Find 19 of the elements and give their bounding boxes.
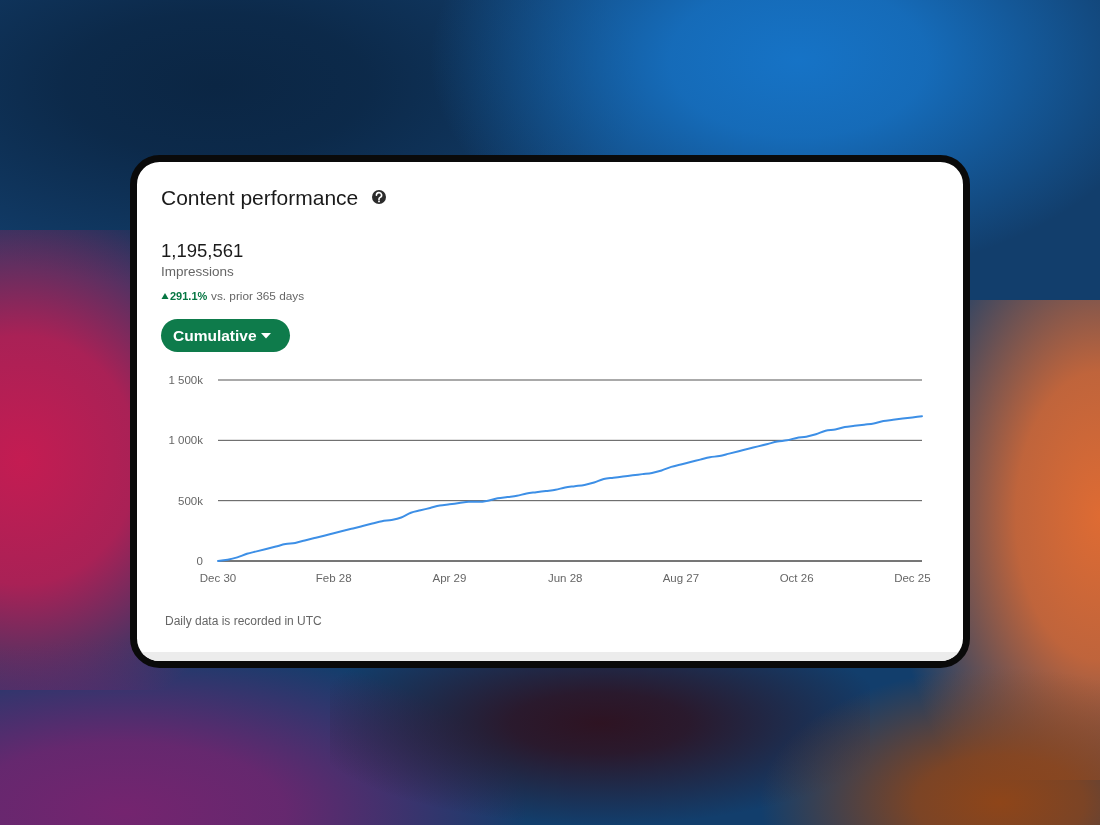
x-tick-label: Oct 26 [779, 572, 814, 584]
x-tick-label: Feb 28 [315, 572, 352, 584]
text: 291.1% [170, 290, 208, 302]
line-series [217, 415, 923, 562]
chart-title: Content performance [161, 186, 359, 209]
x-tick-label: Dec 25 [894, 572, 931, 584]
x-tick-label: Dec 30 [199, 572, 237, 584]
text: Impressions [161, 264, 235, 279]
text: Cumulative [173, 327, 257, 344]
y-tick-label: 1 000k [168, 434, 204, 447]
x-tick-label: Jun 28 [547, 572, 583, 584]
text: 1,195,561 [161, 240, 244, 261]
text: vs. prior 365 days [211, 289, 305, 303]
y-tick-label: 500k [178, 494, 204, 507]
y-tick-label: 0 [196, 555, 203, 568]
x-tick-label: Aug 27 [662, 572, 700, 584]
text: Daily data is recorded in UTC [165, 614, 323, 628]
x-tick-label: Apr 29 [432, 572, 467, 584]
y-tick-label: 1 500k [168, 374, 204, 387]
